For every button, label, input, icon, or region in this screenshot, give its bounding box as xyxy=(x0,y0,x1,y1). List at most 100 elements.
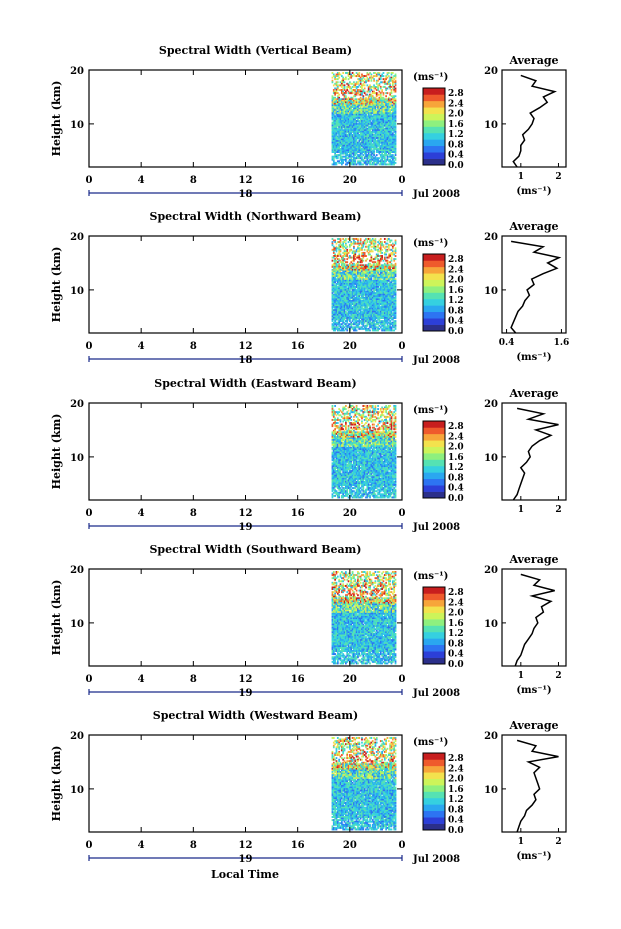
x-tick-label: 0 xyxy=(399,508,406,519)
day-label: 19 xyxy=(239,522,253,533)
colorbar-segment xyxy=(423,485,445,492)
colorbar-tick-label: 1.2 xyxy=(448,296,464,306)
colorbar-segment xyxy=(423,638,445,646)
colorbar: 0.00.40.81.21.62.02.42.8 xyxy=(422,586,464,670)
profile-x-tick-label: 1 xyxy=(518,505,524,515)
colorbar-segment xyxy=(423,797,445,805)
profile-frame xyxy=(501,568,567,667)
colorbar-tick-label: 0.4 xyxy=(448,650,464,660)
colorbar-tick-label: 1.6 xyxy=(448,120,464,130)
profile-frame xyxy=(501,734,567,833)
x-tick-label: 20 xyxy=(343,175,357,186)
profile-x-tick-label: 0.4 xyxy=(499,338,515,348)
x-tick-label: 16 xyxy=(291,508,305,519)
colorbar-unit: (ms⁻¹) xyxy=(413,72,448,83)
profile-x-tick-label: 1 xyxy=(518,671,524,681)
y-tick-label: 10 xyxy=(70,120,84,131)
colorbar-tick-label: 2.0 xyxy=(448,276,464,286)
day-label: 19 xyxy=(239,688,253,699)
profile-x-tick-label: 2 xyxy=(555,671,561,681)
x-tick-label: 0 xyxy=(86,508,93,519)
colorbar-segment xyxy=(423,810,445,818)
colorbar-segment xyxy=(423,593,445,601)
colorbar-segment xyxy=(423,113,445,121)
x-tick-label: 20 xyxy=(343,508,357,519)
colorbar-segment xyxy=(423,139,445,147)
profile-x-tick-label: 2 xyxy=(555,172,561,182)
colorbar-segment xyxy=(423,657,445,665)
y-tick-label: 20 xyxy=(70,232,84,243)
colorbar-segment xyxy=(423,587,445,594)
date-label: Jul 2008 xyxy=(412,688,460,699)
x-tick-label: 20 xyxy=(343,840,357,851)
colorbar-segment xyxy=(423,446,445,454)
colorbar-tick-label: 0.8 xyxy=(448,639,464,649)
colorbar-segment xyxy=(423,619,445,626)
colorbar-tick-label: 1.6 xyxy=(448,785,464,795)
panel-1: Spectral Width (Vertical Beam) Height (km… xyxy=(50,44,567,200)
colorbar-segment xyxy=(423,791,445,799)
colorbar-segment xyxy=(423,279,445,287)
profile-x-tick-label: 1 xyxy=(518,172,524,182)
heatmap-cells xyxy=(331,571,397,665)
colorbar-tick-label: 2.0 xyxy=(448,110,464,120)
colorbar-tick-label: 0.8 xyxy=(448,473,464,483)
profile-frame xyxy=(501,402,567,501)
profile-y-tick-label: 10 xyxy=(484,785,498,796)
x-tick-label: 0 xyxy=(86,840,93,851)
colorbar-tick-label: 2.0 xyxy=(448,609,464,619)
profile-title: Average xyxy=(508,220,558,233)
profile-y-tick-label: 10 xyxy=(484,453,498,464)
profile-x-label: (ms⁻¹) xyxy=(516,186,551,197)
colorbar-tick-label: 1.6 xyxy=(448,453,464,463)
colorbar-segment xyxy=(423,804,445,812)
profile-title: Average xyxy=(508,54,558,67)
colorbar-segment xyxy=(423,651,445,658)
colorbar-tick-label: 0.4 xyxy=(448,484,464,494)
x-tick-label: 0 xyxy=(86,175,93,186)
heatmap-cells xyxy=(331,72,397,166)
colorbar-unit: (ms⁻¹) xyxy=(413,571,448,582)
date-label: Jul 2008 xyxy=(412,854,460,865)
profile-line xyxy=(510,240,562,334)
panel-title: Spectral Width (Northward Beam) xyxy=(150,210,362,223)
colorbar-segment xyxy=(423,778,445,786)
y-tick-label: 20 xyxy=(70,66,84,77)
x-tick-label: 0 xyxy=(399,341,406,352)
average-profile: Average 10 20 1 2 xyxy=(484,387,567,515)
colorbar-tick-label: 1.2 xyxy=(448,629,464,639)
colorbar-segment xyxy=(423,421,445,428)
colorbar-tick-label: 2.0 xyxy=(448,443,464,453)
colorbar: 0.00.40.81.21.62.02.42.8 xyxy=(422,420,464,504)
colorbar-segment xyxy=(423,606,445,613)
colorbar-tick-label: 2.4 xyxy=(448,598,464,608)
colorbar-tick-label: 0.0 xyxy=(448,327,464,337)
colorbar-tick-label: 0.8 xyxy=(448,805,464,815)
colorbar-segment xyxy=(423,145,445,153)
colorbar-tick-label: 1.2 xyxy=(448,795,464,805)
x-tick-label: 4 xyxy=(138,674,145,685)
profile-line xyxy=(512,407,559,501)
profile-y-tick-label: 10 xyxy=(484,619,498,630)
colorbar: 0.00.40.81.21.62.02.42.8 xyxy=(422,253,464,337)
profile-y-tick-label: 20 xyxy=(484,731,498,742)
day-label: 18 xyxy=(239,355,253,366)
panel-title: Spectral Width (Eastward Beam) xyxy=(154,377,356,390)
profile-frame xyxy=(501,69,567,168)
colorbar-tick-label: 2.8 xyxy=(448,255,464,265)
colorbar-tick-label: 2.4 xyxy=(448,265,464,275)
panel-4: Spectral Width (Southward Beam) Height (k… xyxy=(50,543,567,699)
colorbar-segment xyxy=(423,152,445,159)
x-tick-label: 8 xyxy=(190,508,197,519)
colorbar-segment xyxy=(423,324,445,332)
colorbar-unit: (ms⁻¹) xyxy=(413,238,448,249)
profile-x-label: (ms⁻¹) xyxy=(516,851,551,862)
colorbar-segment xyxy=(423,823,445,831)
profile-line xyxy=(512,74,557,168)
profile-x-tick-label: 2 xyxy=(555,505,561,515)
colorbar-tick-label: 2.4 xyxy=(448,99,464,109)
x-tick-label: 0 xyxy=(399,674,406,685)
colorbar-unit: (ms⁻¹) xyxy=(413,737,448,748)
y-tick-label: 10 xyxy=(70,785,84,796)
